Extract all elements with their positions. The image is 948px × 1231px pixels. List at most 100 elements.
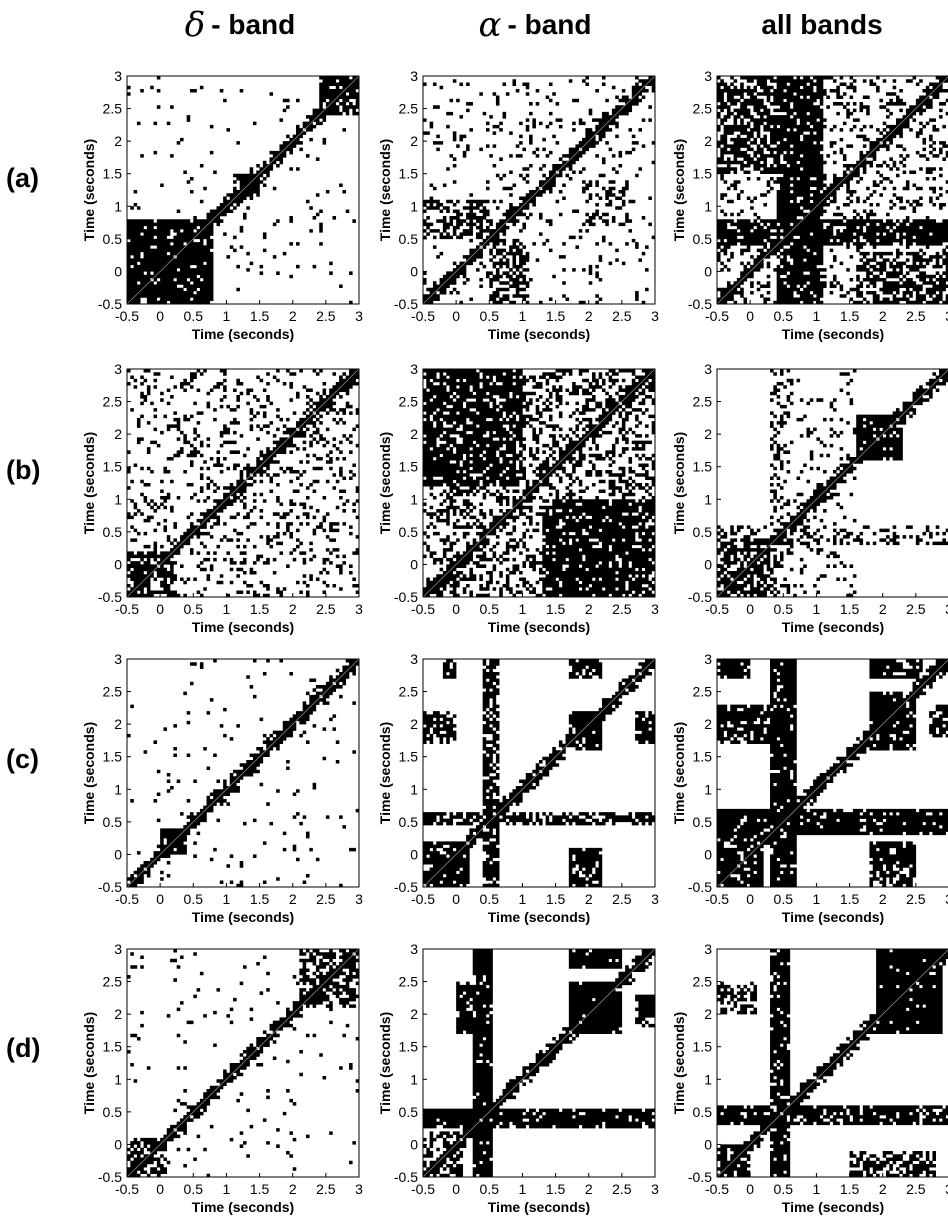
plot-frame xyxy=(422,948,656,1178)
y-tick-label: 3 xyxy=(704,651,712,667)
y-tick-label: -0.5 xyxy=(98,879,122,895)
y-tick-label: 1 xyxy=(410,198,418,214)
x-axis-title: Time (seconds) xyxy=(192,909,294,925)
x-tick-label: 2 xyxy=(289,1181,297,1197)
column-header-all-bands: all bands xyxy=(702,0,942,50)
y-tick-label: 0.5 xyxy=(693,231,713,247)
heatmap-svg: -0.5 0 0.5 1 1.5 2 2.5 3 -0.5 0 0.5 1 1.5 2 2.5 3 Time (… xyxy=(81,68,363,342)
x-tick-label: 3 xyxy=(945,601,948,617)
heatmap-svg: -0.5 0 0.5 1 1.5 2 2.5 3 -0.5 0 0.5 1 1.5 2 2.5 3 Time (… xyxy=(671,651,948,925)
y-tick-label: 1.5 xyxy=(693,459,713,475)
x-tick-label: 1 xyxy=(223,891,231,907)
row-label-d: (d) xyxy=(6,1033,41,1063)
y-tick-label: 1.5 xyxy=(399,1039,419,1055)
x-tick-label: 3 xyxy=(945,891,948,907)
y-tick-label: -0.5 xyxy=(394,1169,418,1185)
heatmap-panel: -0.5 0 0.5 1 1.5 2 2.5 3 -0.5 0 0.5 1 1.5 2 2.5 3 Time (… xyxy=(671,62,948,358)
heatmap-panel: -0.5 0 0.5 1 1.5 2 2.5 3 -0.5 0 0.5 1 1.5 2 2.5 3 Time (… xyxy=(81,645,377,941)
x-tick-label: 0 xyxy=(452,601,460,617)
y-tick-label: 0 xyxy=(704,846,712,862)
y-tick-label: 2 xyxy=(114,426,122,442)
x-tick-label: 0 xyxy=(156,891,164,907)
y-tick-label: 2.5 xyxy=(399,101,419,117)
y-tick-label: 3 xyxy=(410,941,418,957)
x-tick-label: 1 xyxy=(813,891,821,907)
heatmap-panel: -0.5 0 0.5 1 1.5 2 2.5 3 -0.5 0 0.5 1 1.5 2 2.5 3 Time (… xyxy=(671,645,948,941)
x-tick-label: 2 xyxy=(879,601,887,617)
y-tick-label: 2.5 xyxy=(399,974,419,990)
y-tick-label: 3 xyxy=(704,361,712,377)
diagonal-line xyxy=(127,369,359,597)
y-tick-label: 1 xyxy=(704,198,712,214)
x-tick-label: 0 xyxy=(746,308,754,324)
x-tick-label: 0.5 xyxy=(774,308,794,324)
x-tick-label: 2.5 xyxy=(316,308,336,324)
plot-frame xyxy=(422,368,656,598)
y-tick-label: 1.5 xyxy=(103,749,123,765)
x-tick-label: 0.5 xyxy=(480,308,500,324)
heatmap-panel: -0.5 0 0.5 1 1.5 2 2.5 3 -0.5 0 0.5 1 1.5 2 2.5 3 Time (… xyxy=(81,355,377,651)
heatmap-svg: -0.5 0 0.5 1 1.5 2 2.5 3 -0.5 0 0.5 1 1.5 2 2.5 3 Time (… xyxy=(671,361,948,635)
y-tick-label: -0.5 xyxy=(688,589,712,605)
x-axis-title: Time (seconds) xyxy=(192,1199,294,1215)
plot-frame xyxy=(422,75,656,305)
column-header-alpha: α - band xyxy=(415,0,655,50)
diagonal-line xyxy=(717,76,948,304)
heatmap-svg: -0.5 0 0.5 1 1.5 2 2.5 3 -0.5 0 0.5 1 1.5 2 2.5 3 Time (… xyxy=(81,941,363,1215)
y-tick-label: 1 xyxy=(410,781,418,797)
y-tick-label: 0 xyxy=(114,1136,122,1152)
x-tick-label: 1 xyxy=(223,308,231,324)
heatmap-svg: -0.5 0 0.5 1 1.5 2 2.5 3 -0.5 0 0.5 1 1.5 2 2.5 3 Time (… xyxy=(671,941,948,1215)
x-tick-label: 1 xyxy=(223,601,231,617)
y-tick-label: 0 xyxy=(410,1136,418,1152)
y-tick-label: 2 xyxy=(704,1006,712,1022)
x-tick-label: 1 xyxy=(519,891,527,907)
heatmap-svg: -0.5 0 0.5 1 1.5 2 2.5 3 -0.5 0 0.5 1 1.5 2 2.5 3 Time (… xyxy=(377,651,659,925)
column-header-all-bands-text: all bands xyxy=(761,9,883,40)
x-tick-label: 2 xyxy=(879,1181,887,1197)
y-axis-title: Time (seconds) xyxy=(377,432,393,534)
heatmap-cells xyxy=(127,659,359,887)
x-tick-label: 2 xyxy=(879,308,887,324)
x-tick-label: 2 xyxy=(585,601,593,617)
diagonal-line xyxy=(127,949,359,1177)
alpha-symbol: α xyxy=(478,5,502,45)
x-tick-label: 0 xyxy=(452,1181,460,1197)
heatmap-panel: -0.5 0 0.5 1 1.5 2 2.5 3 -0.5 0 0.5 1 1.5 2 2.5 3 Time (… xyxy=(377,645,673,941)
y-tick-label: 2.5 xyxy=(103,684,123,700)
x-tick-label: 2.5 xyxy=(316,891,336,907)
x-tick-label: 2.5 xyxy=(906,601,926,617)
x-tick-label: -0.5 xyxy=(705,601,729,617)
x-tick-label: 0.5 xyxy=(774,1181,794,1197)
x-tick-label: 2 xyxy=(879,891,887,907)
x-tick-label: 2 xyxy=(585,308,593,324)
heatmap-cells xyxy=(423,949,655,1177)
y-tick-label: -0.5 xyxy=(394,296,418,312)
y-axis-title: Time (seconds) xyxy=(377,1012,393,1114)
y-tick-label: 0 xyxy=(114,846,122,862)
y-tick-label: 1 xyxy=(410,1071,418,1087)
y-tick-label: 0 xyxy=(114,556,122,572)
y-tick-label: 2 xyxy=(410,426,418,442)
x-tick-label: 1 xyxy=(519,601,527,617)
x-tick-label: -0.5 xyxy=(115,1181,139,1197)
x-tick-label: 1.5 xyxy=(546,601,566,617)
x-tick-label: 0 xyxy=(746,1181,754,1197)
y-tick-label: 0.5 xyxy=(399,524,419,540)
x-axis-title: Time (seconds) xyxy=(192,619,294,635)
y-tick-label: 2 xyxy=(704,716,712,732)
y-tick-label: 2.5 xyxy=(693,974,713,990)
y-tick-label: 2 xyxy=(410,1006,418,1022)
y-tick-label: 1.5 xyxy=(103,166,123,182)
x-tick-label: 0.5 xyxy=(184,1181,204,1197)
x-tick-label: 0.5 xyxy=(480,601,500,617)
x-tick-label: 3 xyxy=(945,308,948,324)
x-axis-title: Time (seconds) xyxy=(782,619,884,635)
heatmap-svg: -0.5 0 0.5 1 1.5 2 2.5 3 -0.5 0 0.5 1 1.5 2 2.5 3 Time (… xyxy=(81,651,363,925)
x-tick-label: 1.5 xyxy=(840,601,860,617)
plot-frame xyxy=(716,75,948,305)
heatmap-cells xyxy=(717,659,948,887)
heatmap-panel: -0.5 0 0.5 1 1.5 2 2.5 3 -0.5 0 0.5 1 1.5 2 2.5 3 Time (… xyxy=(81,62,377,358)
x-tick-label: 3 xyxy=(355,1181,363,1197)
x-tick-label: 1 xyxy=(813,308,821,324)
